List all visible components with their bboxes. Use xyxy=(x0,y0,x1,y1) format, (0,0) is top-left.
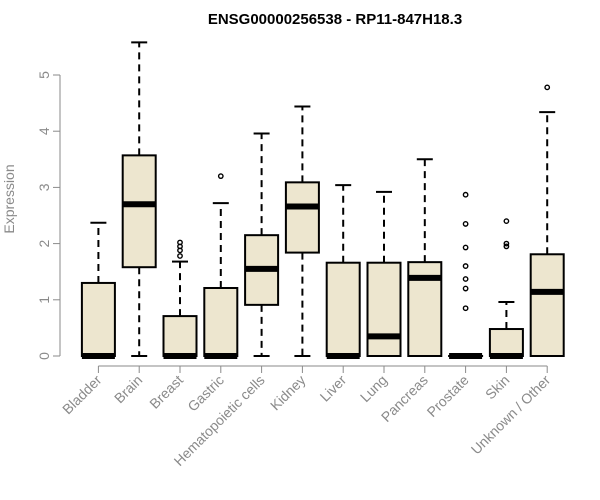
x-tick-label: Prostate xyxy=(424,372,472,420)
outlier-point xyxy=(217,173,224,180)
outlier-point xyxy=(462,191,469,198)
outlier-point xyxy=(462,305,469,312)
chart-title: ENSG00000256538 - RP11-847H18.3 xyxy=(208,11,462,28)
box-breast xyxy=(162,239,198,359)
outlier-point xyxy=(503,243,510,250)
x-tick-label: Brain xyxy=(111,372,145,406)
box-hematopoietic-cells xyxy=(244,132,280,357)
box-kidney xyxy=(284,105,320,357)
x-tick-label: Bladder xyxy=(59,372,105,418)
iqr-box xyxy=(121,154,157,269)
outlier-point xyxy=(177,253,183,259)
y-tick-label: 0 xyxy=(36,352,52,360)
box-pancreas xyxy=(407,158,443,357)
y-axis: 0 1 2 3 4 5 xyxy=(36,71,61,360)
x-tick-label: Breast xyxy=(146,372,186,412)
outlier-point xyxy=(462,285,469,292)
outlier-point xyxy=(503,240,510,247)
iqr-box xyxy=(162,315,198,357)
outlier-point xyxy=(503,218,510,225)
iqr-box xyxy=(284,181,320,254)
outlier-point xyxy=(462,263,469,269)
x-tick-label: Liver xyxy=(317,372,350,405)
box-skin xyxy=(488,218,524,359)
outlier-point xyxy=(462,276,469,282)
outlier-point xyxy=(544,84,551,91)
y-tick-label: 1 xyxy=(36,296,52,304)
box-gastric xyxy=(203,173,239,359)
box-liver xyxy=(325,184,361,359)
iqr-box xyxy=(80,281,116,357)
y-tick-label: 2 xyxy=(36,239,52,247)
box-bladder xyxy=(80,221,116,359)
x-tick-label: Skin xyxy=(482,372,513,403)
y-tick-label: 3 xyxy=(36,183,52,191)
y-tick-label: 4 xyxy=(36,127,52,135)
outlier-point xyxy=(462,244,469,251)
outlier-point xyxy=(177,239,183,246)
iqr-box xyxy=(366,261,402,358)
x-tick-label: Kidney xyxy=(267,372,309,414)
box-brain xyxy=(121,41,157,357)
outlier-point xyxy=(462,221,469,227)
box-prostate xyxy=(448,191,484,359)
iqr-box xyxy=(325,261,361,358)
iqr-box xyxy=(529,253,565,357)
x-tick-label: Lung xyxy=(357,372,390,405)
iqr-box xyxy=(203,286,239,357)
box-series xyxy=(80,41,565,359)
iqr-box xyxy=(488,328,524,357)
box-unknown-other xyxy=(529,84,565,357)
y-axis-label: Expression xyxy=(1,164,17,233)
y-tick-label: 5 xyxy=(36,71,52,79)
box-lung xyxy=(366,190,402,358)
